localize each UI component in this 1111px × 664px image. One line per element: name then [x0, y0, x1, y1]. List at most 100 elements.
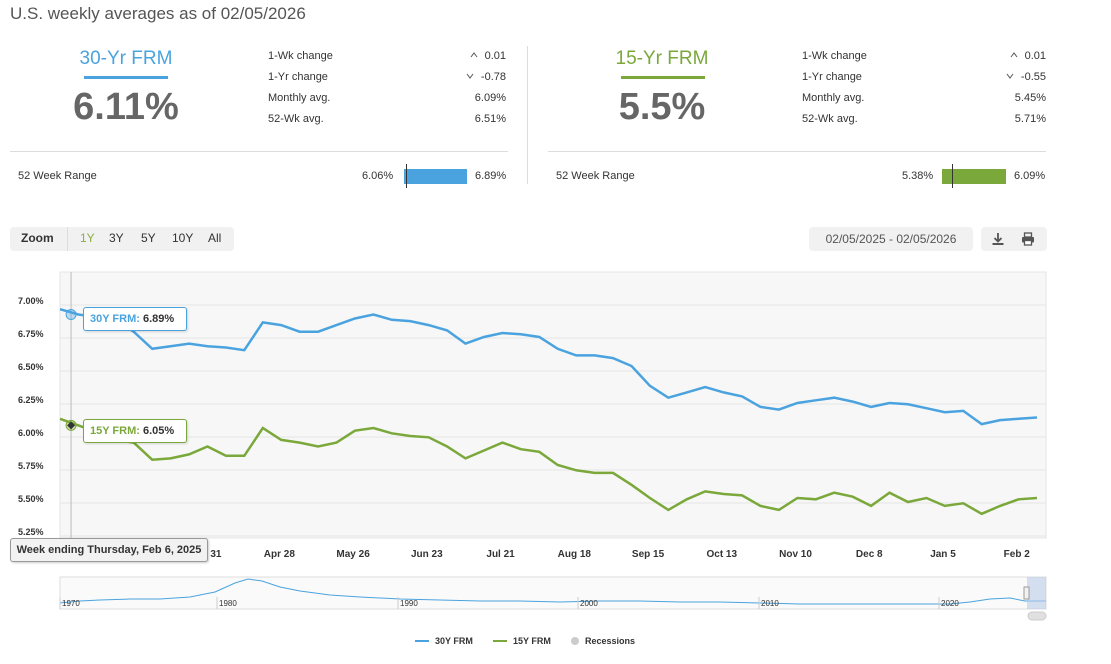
range-label: 52 Week Range [18, 170, 97, 182]
stat-label: 1-Yr change [802, 71, 862, 83]
navigator-handle-left[interactable] [1023, 586, 1030, 600]
zoom-label: Zoom [21, 231, 54, 245]
chevron-down-icon [1006, 73, 1014, 79]
panel-15yr-title: 15-Yr FRM [615, 48, 709, 69]
stat-value: 0.01 [484, 50, 506, 62]
legend-swatch [493, 640, 507, 642]
chevron-down-icon [466, 73, 474, 79]
panel-divider [548, 151, 1046, 152]
legend-item-recessions[interactable]: Recessions [571, 636, 635, 646]
download-icon[interactable] [990, 231, 1006, 247]
stat-label: 1-Yr change [268, 71, 328, 83]
y-axis-labels: 7.00% 6.75% 6.50% 6.25% 6.00% 5.75% 5.50% 5.25% [18, 296, 44, 537]
series-line-15y-frm[interactable] [59, 417, 1038, 516]
x-tick-label: Jun 23 [411, 549, 443, 560]
range-high: 6.09% [1014, 170, 1046, 182]
stat-label: Monthly avg. [268, 92, 331, 104]
panel-15yr-underline [621, 76, 705, 79]
stat-label: 52-Wk avg. [802, 113, 858, 125]
x-tick-label: Sep 15 [632, 549, 665, 560]
y-tick-label: 6.25% [18, 395, 44, 405]
panel-30yr-underline [84, 76, 168, 79]
panel-15yr-rate: 5.5% [618, 86, 706, 128]
stat-value: -0.55 [1020, 71, 1046, 83]
range-high: 6.89% [475, 170, 507, 182]
navigator[interactable]: 1970 1980 1990 2000 2010 2020 [0, 575, 1060, 625]
legend-item-15y[interactable]: 15Y FRM [493, 636, 551, 646]
hover-point-30y [65, 309, 77, 321]
x-tick-label: Feb 2 [1004, 549, 1031, 560]
navigator-year-label: 1980 [219, 599, 237, 608]
tooltip-15y: 15Y FRM: 6.05% [83, 419, 187, 443]
x-tick-label: Oct 13 [706, 549, 737, 560]
stat-label: 1-Wk change [268, 50, 333, 62]
x-tick-label: Apr 28 [264, 549, 296, 560]
panel-30yr-rate: 6.11% [73, 86, 179, 128]
navigator-year-labels: 1970 1980 1990 2000 2010 2020 [59, 597, 959, 609]
y-tick-label: 5.50% [18, 494, 44, 504]
stat-value: 6.51% [474, 113, 506, 125]
zoom-all-button[interactable]: All [208, 231, 222, 245]
chevron-up-icon [470, 52, 478, 58]
page-title: U.S. weekly averages as of 02/05/2026 [10, 4, 306, 23]
legend-item-30y[interactable]: 30Y FRM [415, 636, 473, 646]
zoom-5y-button[interactable]: 5Y [141, 231, 156, 245]
navigator-year-label: 1970 [62, 599, 80, 608]
legend-swatch [571, 637, 579, 645]
navigator-year-label: 1990 [400, 599, 418, 608]
range-low: 5.38% [902, 170, 934, 182]
range-current-marker [952, 164, 953, 188]
tooltip-15y-label: 15Y FRM: [90, 425, 140, 437]
print-icon[interactable] [1020, 231, 1036, 247]
tooltip-15y-value: 6.05% [142, 425, 175, 437]
x-tick-label: Jan 5 [930, 549, 956, 560]
legend-label: Recessions [585, 636, 636, 646]
y-tick-label: 6.50% [18, 362, 44, 372]
crosshair-date-label: Week ending Thursday, Feb 6, 2025 [10, 538, 208, 562]
zoom-1y-button[interactable]: 1Y [80, 231, 95, 245]
tooltip-30y-value: 6.89% [142, 313, 175, 325]
stat-value: 5.71% [1014, 113, 1046, 125]
range-label: 52 Week Range [556, 170, 635, 182]
zoom-3y-button[interactable]: 3Y [109, 231, 124, 245]
legend-label: 15Y FRM [513, 636, 551, 646]
series-line-30y-frm[interactable] [59, 307, 1038, 426]
stat-value: -0.78 [480, 71, 506, 83]
y-tick-label: 6.75% [18, 329, 44, 339]
stat-value: 5.45% [1014, 92, 1046, 104]
range-bar [404, 169, 467, 184]
tooltip-30y-label: 30Y FRM: [90, 313, 140, 325]
x-tick-label: Nov 10 [779, 549, 812, 560]
x-tick-label: May 26 [336, 549, 370, 560]
y-tick-label: 6.00% [18, 428, 44, 438]
zoom-bar [10, 227, 234, 251]
zoom-10y-button[interactable]: 10Y [172, 231, 194, 245]
x-tick-label: Jul 21 [486, 549, 515, 560]
navigator-year-label: 2020 [941, 599, 959, 608]
x-tick-label: Aug 18 [558, 549, 592, 560]
legend-label: 30Y FRM [435, 636, 473, 646]
y-tick-label: 7.00% [18, 296, 44, 306]
x-tick-label: Dec 8 [856, 549, 883, 560]
rate-chart[interactable]: 7.00% 6.75% 6.50% 6.25% 6.00% 5.75% 5.50% 5.25%… [0, 265, 1060, 565]
navigator-line [59, 578, 1046, 605]
panel-separator [527, 46, 528, 184]
navigator-scrollbar[interactable] [1027, 611, 1047, 621]
stat-label: 1-Wk change [802, 50, 867, 62]
stat-value: 6.09% [474, 92, 506, 104]
y-tick-label: 5.75% [18, 461, 44, 471]
tooltip-30y: 30Y FRM: 6.89% [83, 307, 187, 331]
range-low: 6.06% [362, 170, 394, 182]
navigator-selection[interactable] [1027, 577, 1046, 609]
hover-marker-15y [67, 421, 76, 430]
y-tick-label: 5.25% [18, 527, 44, 537]
range-current-marker [406, 164, 407, 188]
stat-value: 0.01 [1024, 50, 1046, 62]
panel-30yr-title: 30-Yr FRM [79, 48, 173, 69]
date-range-display[interactable]: 02/05/2025 - 02/05/2026 [809, 227, 973, 251]
legend-swatch [415, 640, 429, 642]
chevron-up-icon [1010, 52, 1018, 58]
panel-divider [10, 151, 508, 152]
stat-label: 52-Wk avg. [268, 113, 324, 125]
